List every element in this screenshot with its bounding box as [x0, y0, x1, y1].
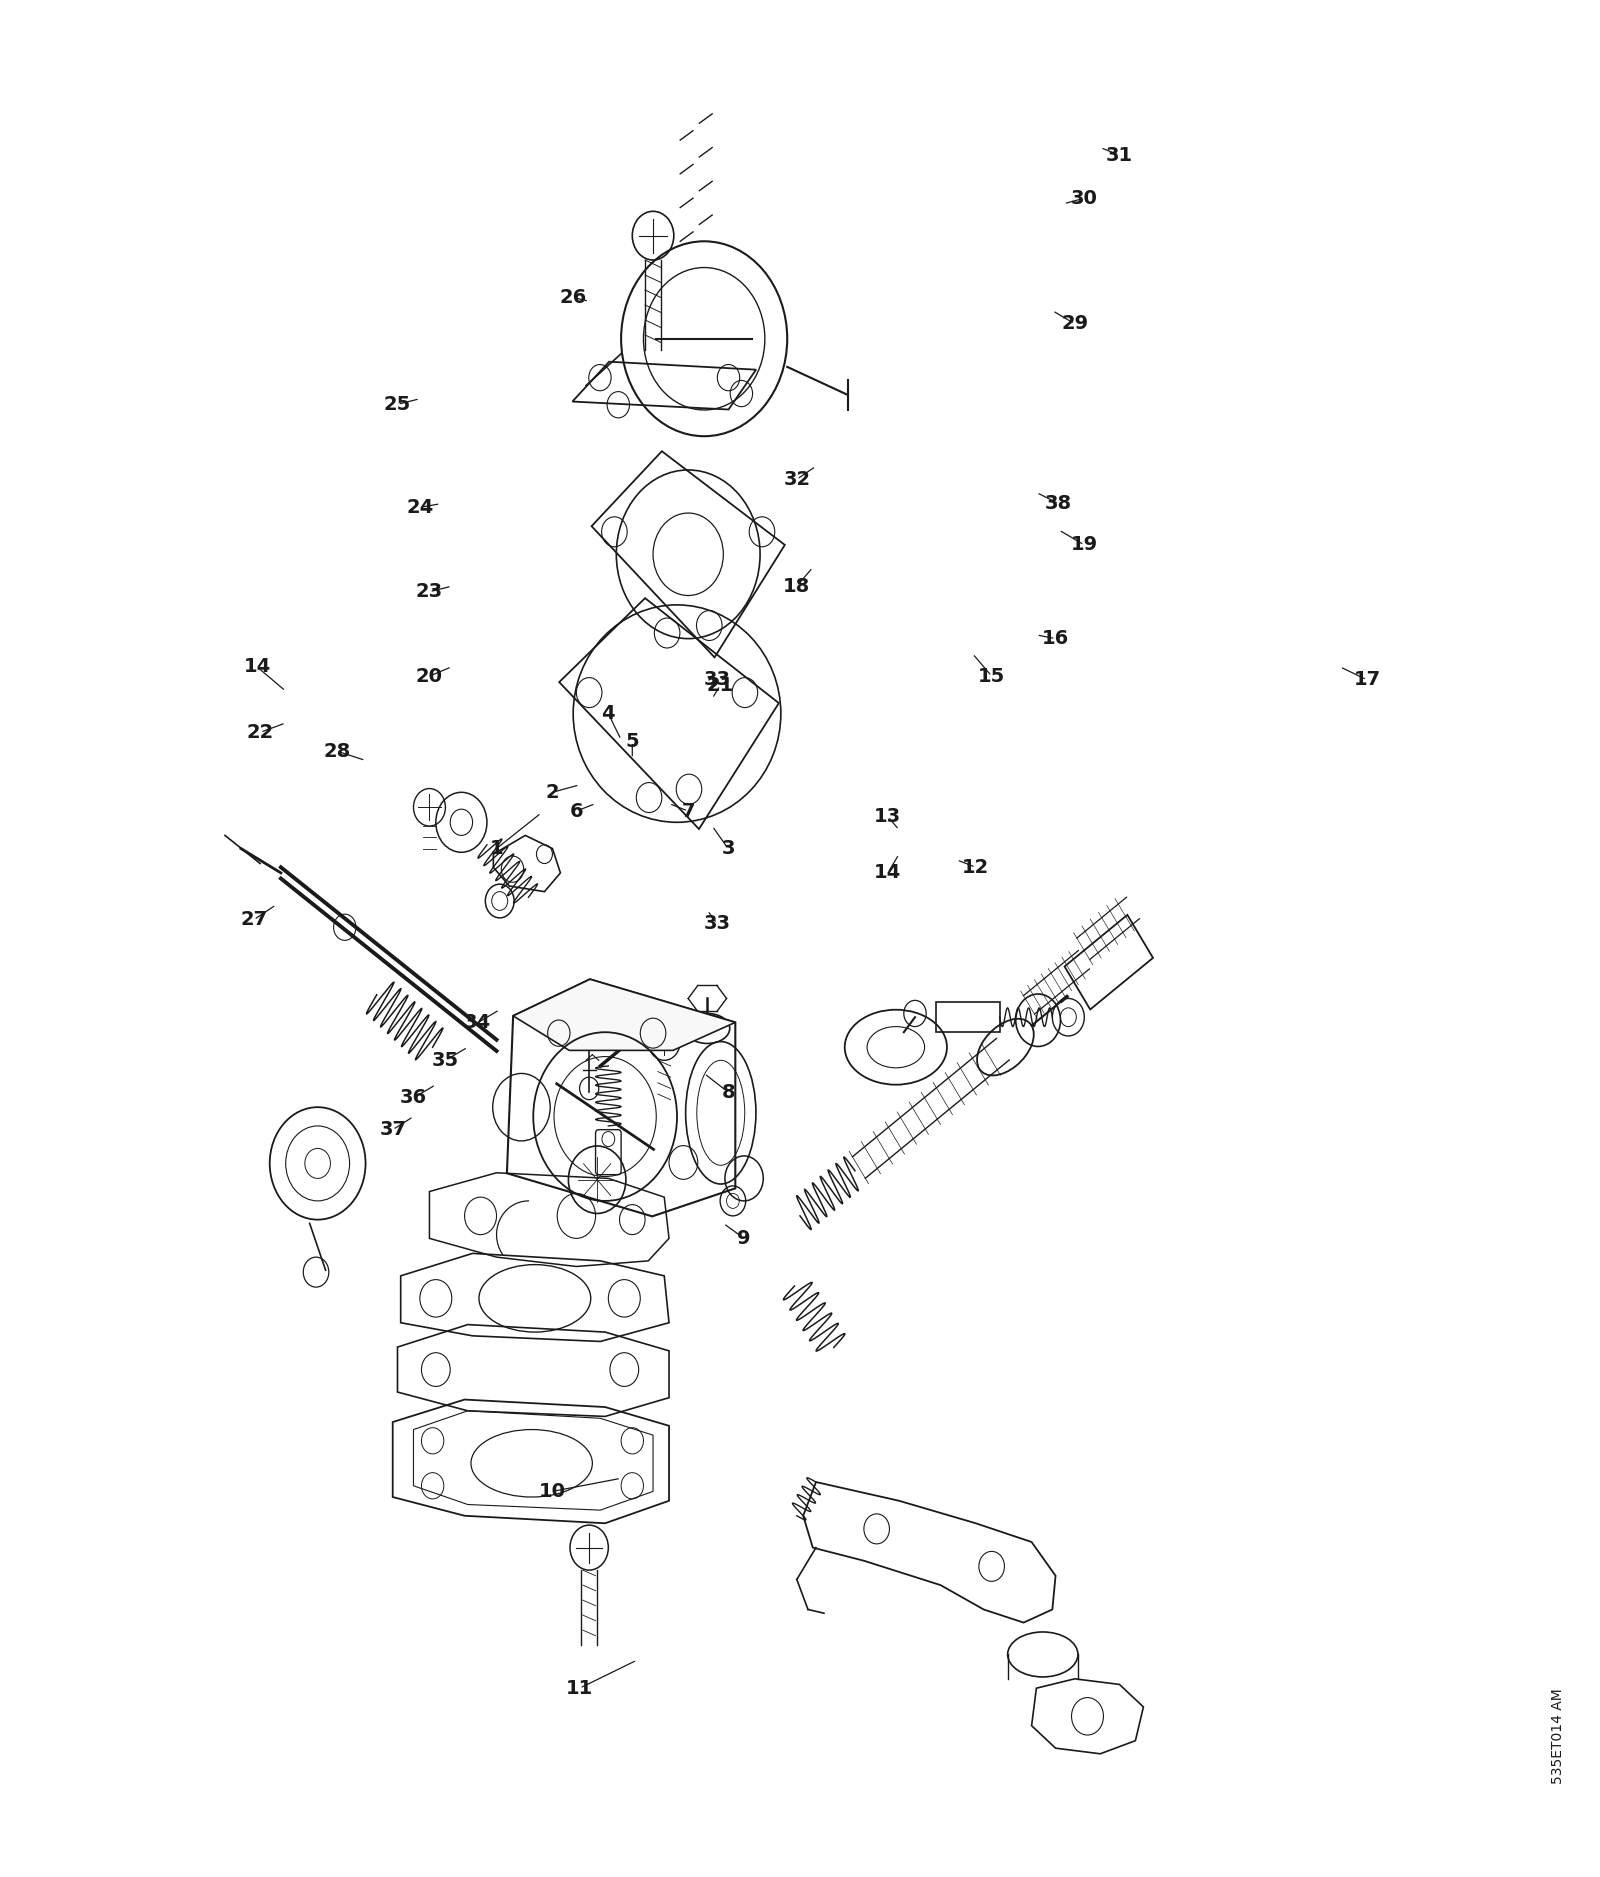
- Text: 4: 4: [602, 704, 614, 723]
- Text: 535ET014 AM: 535ET014 AM: [1552, 1687, 1565, 1785]
- Text: 37: 37: [379, 1121, 406, 1139]
- Text: 38: 38: [1045, 494, 1072, 512]
- Text: 36: 36: [400, 1089, 427, 1107]
- Text: 14: 14: [243, 657, 270, 676]
- Text: 18: 18: [782, 576, 811, 595]
- Text: 27: 27: [240, 910, 267, 929]
- Text: 22: 22: [246, 723, 274, 741]
- Text: 6: 6: [570, 801, 584, 820]
- Text: 5: 5: [626, 732, 638, 751]
- Text: 2: 2: [546, 783, 560, 801]
- Text: 25: 25: [384, 394, 411, 413]
- Text: 7: 7: [682, 801, 694, 820]
- Text: 1: 1: [490, 839, 504, 858]
- Bar: [936, 1002, 1000, 1032]
- Text: 14: 14: [874, 863, 901, 882]
- Text: 17: 17: [1354, 670, 1381, 689]
- Text: 33: 33: [704, 914, 731, 933]
- Text: 28: 28: [323, 741, 350, 760]
- Polygon shape: [514, 980, 736, 1051]
- Text: 35: 35: [432, 1051, 459, 1070]
- Text: 29: 29: [1061, 313, 1088, 334]
- Text: 20: 20: [416, 666, 443, 685]
- Text: 23: 23: [416, 582, 443, 601]
- Text: 3: 3: [722, 839, 734, 858]
- Text: 8: 8: [722, 1083, 734, 1102]
- Text: 30: 30: [1070, 190, 1098, 208]
- Text: 32: 32: [784, 469, 810, 488]
- Text: 16: 16: [1042, 629, 1069, 648]
- Text: 9: 9: [738, 1229, 750, 1248]
- Text: 24: 24: [406, 497, 434, 516]
- Text: 13: 13: [874, 807, 901, 826]
- Text: 10: 10: [539, 1483, 566, 1502]
- Text: 34: 34: [464, 1014, 491, 1032]
- Text: 31: 31: [1106, 146, 1133, 165]
- Text: 11: 11: [566, 1678, 594, 1697]
- Text: 33: 33: [704, 670, 731, 689]
- Text: 19: 19: [1070, 535, 1098, 554]
- Text: 12: 12: [962, 858, 989, 877]
- Text: 15: 15: [978, 666, 1005, 685]
- Text: 26: 26: [560, 287, 587, 308]
- Text: 21: 21: [707, 676, 734, 694]
